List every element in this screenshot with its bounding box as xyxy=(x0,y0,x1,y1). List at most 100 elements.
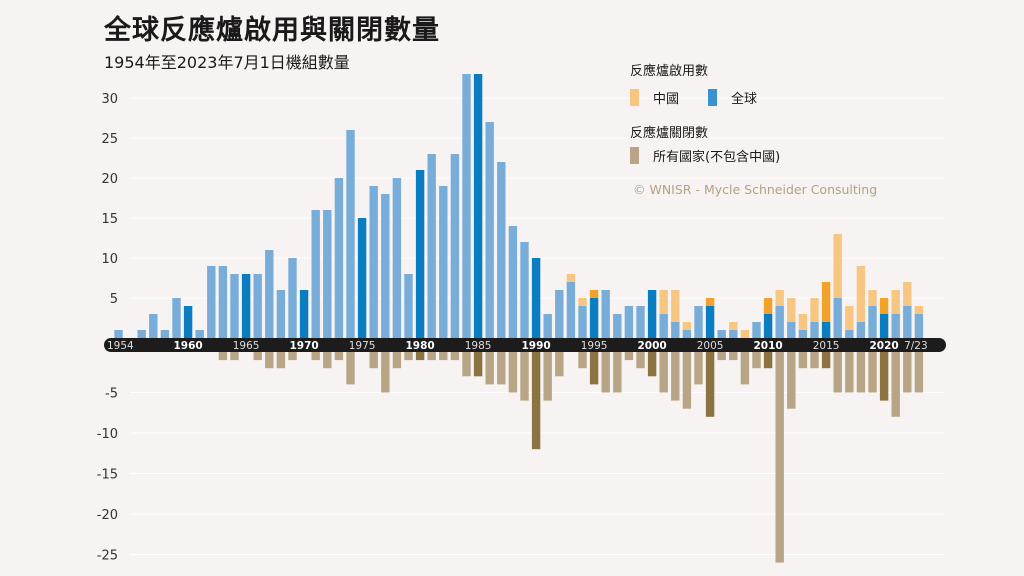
bar-world-2018 xyxy=(856,322,866,338)
bar-world-1981 xyxy=(427,154,436,338)
bar-world-2012 xyxy=(787,322,796,338)
bar-world-1987 xyxy=(497,162,506,338)
china-swatch xyxy=(630,89,639,106)
bar-closures-1999 xyxy=(636,352,645,369)
bar-closures-2014 xyxy=(810,352,819,369)
bar-closures-1995 xyxy=(589,352,599,385)
bar-world-1989 xyxy=(520,242,529,338)
bar-world-2022 xyxy=(903,306,912,338)
bar-closures-2020 xyxy=(879,352,889,401)
bar-world-1957 xyxy=(149,314,158,338)
x-tick-label: 2015 xyxy=(813,340,840,352)
bar-world-1968 xyxy=(276,290,286,338)
bar-china-2023 xyxy=(914,306,924,314)
bar-world-1976 xyxy=(369,186,378,338)
bar-china-2014 xyxy=(810,298,819,322)
x-tick-label: 1990 xyxy=(521,340,550,352)
bar-world-2023 xyxy=(914,314,924,338)
bar-closures-1985 xyxy=(473,352,483,377)
bar-world-1986 xyxy=(485,122,494,338)
x-tick-label: 7/23 xyxy=(904,340,928,352)
bar-world-1972 xyxy=(323,210,332,338)
bar-china-2016 xyxy=(833,234,842,298)
bar-closures-1963 xyxy=(218,352,228,361)
bar-world-1960 xyxy=(183,306,193,338)
bar-closures-1996 xyxy=(601,352,610,393)
bar-world-2007 xyxy=(729,330,738,338)
bar-world-1988 xyxy=(508,226,518,338)
bar-closures-1991 xyxy=(543,352,552,401)
bar-china-2012 xyxy=(787,298,796,322)
y-tick-label: 10 xyxy=(101,252,118,267)
bar-closures-1978 xyxy=(392,352,402,369)
bar-china-2002 xyxy=(671,290,680,322)
bar-world-1958 xyxy=(160,330,170,338)
bar-world-2013 xyxy=(798,330,808,338)
bar-world-2011 xyxy=(775,306,784,338)
bar-closures-2016 xyxy=(833,352,842,393)
bar-world-1990 xyxy=(531,258,541,338)
bar-closures-2002 xyxy=(671,352,680,401)
y-tick-label: 20 xyxy=(101,172,118,187)
bar-closures-2015 xyxy=(821,352,831,369)
bar-china-2015 xyxy=(821,282,831,322)
bar-world-1994 xyxy=(578,306,587,338)
bar-closures-1994 xyxy=(578,352,587,369)
bar-closures-1984 xyxy=(462,352,471,377)
legend-china-label: 中國 xyxy=(653,92,680,107)
bar-world-2015 xyxy=(821,322,831,338)
x-tick-label: 2000 xyxy=(637,340,666,352)
bar-world-2010 xyxy=(763,314,773,338)
bar-closures-2009 xyxy=(752,352,761,369)
bar-closures-1986 xyxy=(485,352,494,385)
x-tick-label: 1995 xyxy=(581,340,608,352)
bar-closures-2004 xyxy=(694,352,703,385)
bar-world-1974 xyxy=(346,130,355,338)
bar-china-2018 xyxy=(856,266,866,322)
y-tick-label: -10 xyxy=(97,427,118,442)
bar-closures-1987 xyxy=(497,352,506,385)
bar-china-2011 xyxy=(775,290,784,306)
x-tick-label: 1954 xyxy=(107,340,134,352)
bar-world-1961 xyxy=(195,330,204,338)
bar-world-2000 xyxy=(647,290,657,338)
bar-world-2003 xyxy=(682,330,692,338)
bar-world-2021 xyxy=(891,314,900,338)
bar-world-1985 xyxy=(473,74,483,338)
bar-closures-1974 xyxy=(346,352,355,385)
x-tick-label: 2005 xyxy=(697,340,724,352)
bar-closures-1982 xyxy=(439,352,448,361)
bar-closures-1969 xyxy=(288,352,297,361)
bar-closures-2000 xyxy=(647,352,657,377)
bar-closures-1988 xyxy=(508,352,518,393)
bar-world-2006 xyxy=(717,330,726,338)
y-tick-label: 5 xyxy=(110,292,118,307)
bar-china-2010 xyxy=(763,298,773,314)
x-tick-label: 1975 xyxy=(349,340,376,352)
bar-closures-1973 xyxy=(334,352,344,361)
legend-startups-header: 反應爐啟用數 xyxy=(630,64,709,79)
world-swatch xyxy=(708,89,717,106)
x-axis-band: 1954 1960 1965 1970 1975 1980 1985 1990 1995 2000… xyxy=(104,338,946,352)
bar-closures-1967 xyxy=(265,352,274,369)
bar-closures-1979 xyxy=(404,352,413,361)
chart-title: 全球反應爐啟用與關閉數量 xyxy=(104,15,440,46)
bar-china-2019 xyxy=(868,290,877,306)
copyright-notice: © WNISR - Mycle Schneider Consulting xyxy=(633,182,878,197)
bar-china-1994 xyxy=(578,298,587,306)
bar-closures-1971 xyxy=(311,352,320,361)
bar-closures-1972 xyxy=(323,352,332,369)
x-tick-label: 2020 xyxy=(869,340,898,352)
y-tick-label: 30 xyxy=(101,92,118,107)
bar-world-1956 xyxy=(137,330,146,338)
bar-world-2017 xyxy=(845,330,854,338)
bar-world-2014 xyxy=(810,322,819,338)
bar-closures-2017 xyxy=(845,352,854,393)
bar-closures-2010 xyxy=(763,352,773,369)
bar-closures-1981 xyxy=(427,352,436,361)
y-tick-label: -5 xyxy=(105,387,118,402)
bar-closures-2022 xyxy=(903,352,912,393)
bar-closures-1998 xyxy=(624,352,634,361)
bar-world-1996 xyxy=(601,290,610,338)
